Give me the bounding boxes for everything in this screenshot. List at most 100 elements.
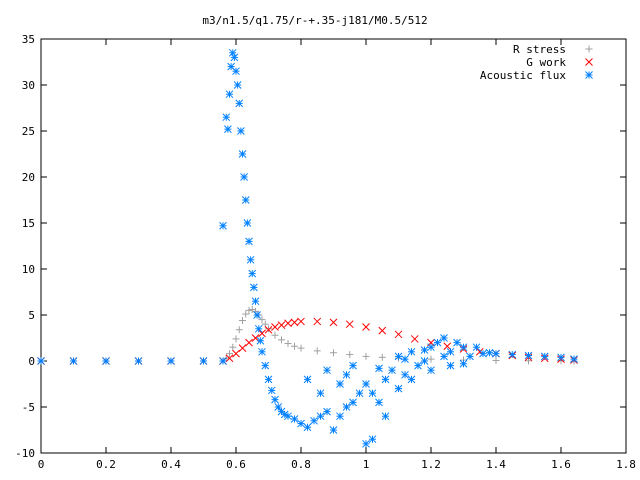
data-point [446, 347, 455, 356]
data-point [336, 412, 344, 421]
data-point [167, 357, 175, 365]
data-point [313, 347, 321, 355]
y-axis: -10 -5 0 5 10 15 20 25 30 35 [15, 33, 626, 460]
data-point [414, 361, 422, 370]
y-tick-label: 20 [22, 171, 35, 184]
data-point [362, 439, 370, 448]
data-point [265, 325, 272, 333]
data-point [271, 323, 279, 331]
data-point [284, 412, 292, 421]
data-point [394, 352, 403, 361]
data-point [297, 344, 305, 352]
data-point [410, 335, 419, 343]
x-tick-label: 1.4 [486, 458, 506, 471]
data-point [199, 357, 208, 365]
legend-label: Acoustic flux [480, 69, 566, 82]
data-point [243, 219, 252, 227]
data-point [278, 336, 285, 344]
data-point [284, 319, 292, 328]
data-point [297, 419, 305, 428]
data-point [375, 364, 383, 373]
legend-label: G work [526, 56, 566, 69]
x-tick-label: 1.8 [616, 458, 636, 471]
data-point [381, 412, 390, 421]
data-point [407, 347, 416, 356]
data-point [264, 375, 273, 384]
data-point [222, 113, 231, 122]
data-point [323, 366, 331, 375]
data-point [258, 329, 266, 338]
data-point [346, 351, 354, 359]
legend-label: R stress [513, 43, 566, 56]
data-point [240, 173, 248, 181]
x-tick-label: 0.2 [96, 458, 116, 471]
data-point [485, 348, 494, 357]
data-point [241, 196, 250, 204]
data-point [297, 317, 305, 326]
data-point [329, 426, 338, 434]
data-point [239, 317, 246, 325]
data-point [274, 403, 283, 411]
data-point [378, 353, 386, 361]
data-point [245, 338, 253, 347]
data-point [303, 375, 312, 384]
data-point [316, 412, 325, 421]
data-point [225, 354, 234, 363]
data-point [284, 340, 292, 348]
data-point [313, 317, 322, 326]
y-tick-label: 35 [22, 33, 35, 46]
x-tick-label: 0 [38, 458, 45, 471]
data-point [253, 311, 261, 319]
data-point [368, 435, 377, 444]
data-point [267, 386, 276, 395]
y-tick-label: 0 [28, 355, 35, 368]
data-point [508, 350, 517, 359]
data-point [232, 335, 240, 343]
data-point [401, 355, 409, 364]
data-point [524, 351, 533, 360]
y-tick-label: 5 [28, 309, 35, 322]
data-point [388, 366, 396, 375]
x-tick-label: 0.6 [226, 458, 246, 471]
data-point [37, 357, 45, 365]
data-point [557, 353, 565, 362]
data-point [303, 423, 312, 432]
data-point [443, 342, 452, 351]
data-point [492, 357, 500, 365]
data-points [37, 48, 578, 448]
data-point [245, 237, 253, 246]
data-point [242, 310, 250, 318]
data-point [271, 395, 279, 404]
x-axis: 0 0.2 0.4 0.6 0.8 1 1.2 1.4 1.6 1.8 [38, 39, 636, 471]
data-point [258, 316, 266, 324]
data-point [459, 343, 468, 352]
data-point [394, 330, 403, 339]
data-point [316, 389, 325, 398]
y-tick-label: 30 [22, 79, 35, 92]
data-point [362, 380, 370, 388]
y-tick-label: 15 [22, 217, 35, 230]
data-point [394, 384, 403, 393]
y-tick-label: -5 [22, 401, 35, 414]
data-point [336, 380, 344, 388]
data-point [459, 359, 468, 368]
series-acoustic-flux [37, 48, 578, 448]
data-point [230, 53, 239, 62]
data-point [349, 398, 357, 407]
data-point [427, 343, 435, 352]
data-point [256, 336, 265, 345]
data-point [570, 355, 578, 364]
data-point [226, 350, 233, 358]
data-point [323, 407, 331, 416]
data-point [381, 375, 390, 384]
data-point [472, 343, 481, 352]
data-point [254, 324, 263, 333]
data-point [271, 331, 279, 339]
y-tick-label: -10 [15, 447, 35, 460]
x-tick-label: 1.2 [421, 458, 441, 471]
data-point [329, 318, 338, 327]
data-point [355, 389, 364, 398]
data-point [258, 347, 266, 356]
y-tick-label: 25 [22, 125, 35, 138]
